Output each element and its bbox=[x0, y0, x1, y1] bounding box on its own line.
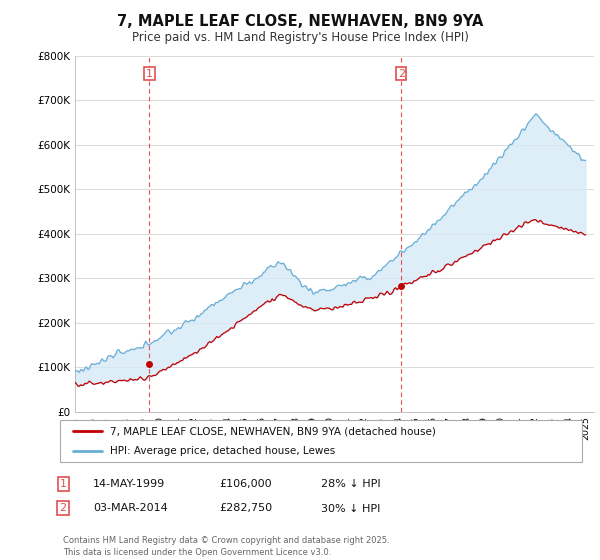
Text: HPI: Average price, detached house, Lewes: HPI: Average price, detached house, Lewe… bbox=[110, 446, 335, 456]
Text: Price paid vs. HM Land Registry's House Price Index (HPI): Price paid vs. HM Land Registry's House … bbox=[131, 31, 469, 44]
Text: 30% ↓ HPI: 30% ↓ HPI bbox=[321, 503, 380, 514]
Text: Contains HM Land Registry data © Crown copyright and database right 2025.
This d: Contains HM Land Registry data © Crown c… bbox=[63, 536, 389, 557]
Text: 7, MAPLE LEAF CLOSE, NEWHAVEN, BN9 9YA: 7, MAPLE LEAF CLOSE, NEWHAVEN, BN9 9YA bbox=[117, 14, 483, 29]
Text: 1: 1 bbox=[146, 69, 153, 79]
Text: 14-MAY-1999: 14-MAY-1999 bbox=[93, 479, 165, 489]
Text: 2: 2 bbox=[398, 69, 405, 79]
FancyBboxPatch shape bbox=[60, 420, 582, 462]
Text: 1: 1 bbox=[59, 479, 67, 489]
Text: 7, MAPLE LEAF CLOSE, NEWHAVEN, BN9 9YA (detached house): 7, MAPLE LEAF CLOSE, NEWHAVEN, BN9 9YA (… bbox=[110, 426, 436, 436]
Text: £282,750: £282,750 bbox=[219, 503, 272, 514]
Text: 03-MAR-2014: 03-MAR-2014 bbox=[93, 503, 168, 514]
Text: 2: 2 bbox=[59, 503, 67, 514]
Text: £106,000: £106,000 bbox=[219, 479, 272, 489]
Text: 28% ↓ HPI: 28% ↓ HPI bbox=[321, 479, 380, 489]
